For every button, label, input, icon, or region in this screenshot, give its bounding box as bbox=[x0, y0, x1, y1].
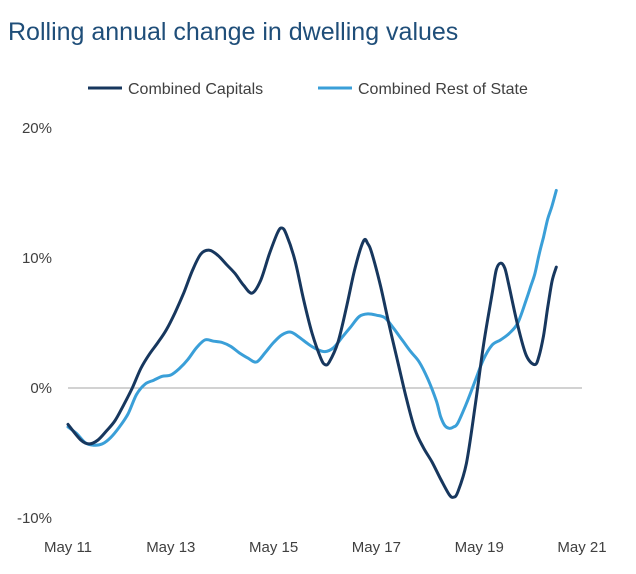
legend-label-combined-capitals: Combined Capitals bbox=[128, 81, 263, 98]
x-tick-label: May 13 bbox=[146, 539, 195, 556]
legend: Combined Capitals Combined Rest of State bbox=[88, 81, 528, 98]
legend-label-combined-rest-of-state: Combined Rest of State bbox=[358, 81, 528, 98]
x-tick-label: May 19 bbox=[455, 539, 504, 556]
x-tick-label: May 15 bbox=[249, 539, 298, 556]
plot-area bbox=[66, 188, 582, 499]
chart-title: Rolling annual change in dwelling values bbox=[8, 18, 459, 46]
y-tick-label: -10% bbox=[17, 510, 52, 527]
y-tick-label: 0% bbox=[30, 380, 52, 397]
y-tick-label: 10% bbox=[22, 250, 52, 267]
x-tick-label: May 17 bbox=[352, 539, 401, 556]
series-line-combined-capitals bbox=[66, 226, 558, 499]
y-axis: 20% 10% 0% -10% bbox=[17, 120, 52, 527]
series-line-combined-rest-of-state bbox=[66, 188, 558, 447]
x-axis: May 11 May 13 May 15 May 17 May 19 May 21 bbox=[44, 539, 607, 556]
y-tick-label: 20% bbox=[22, 120, 52, 137]
x-tick-label: May 11 bbox=[44, 539, 92, 556]
x-tick-label: May 21 bbox=[557, 539, 606, 556]
